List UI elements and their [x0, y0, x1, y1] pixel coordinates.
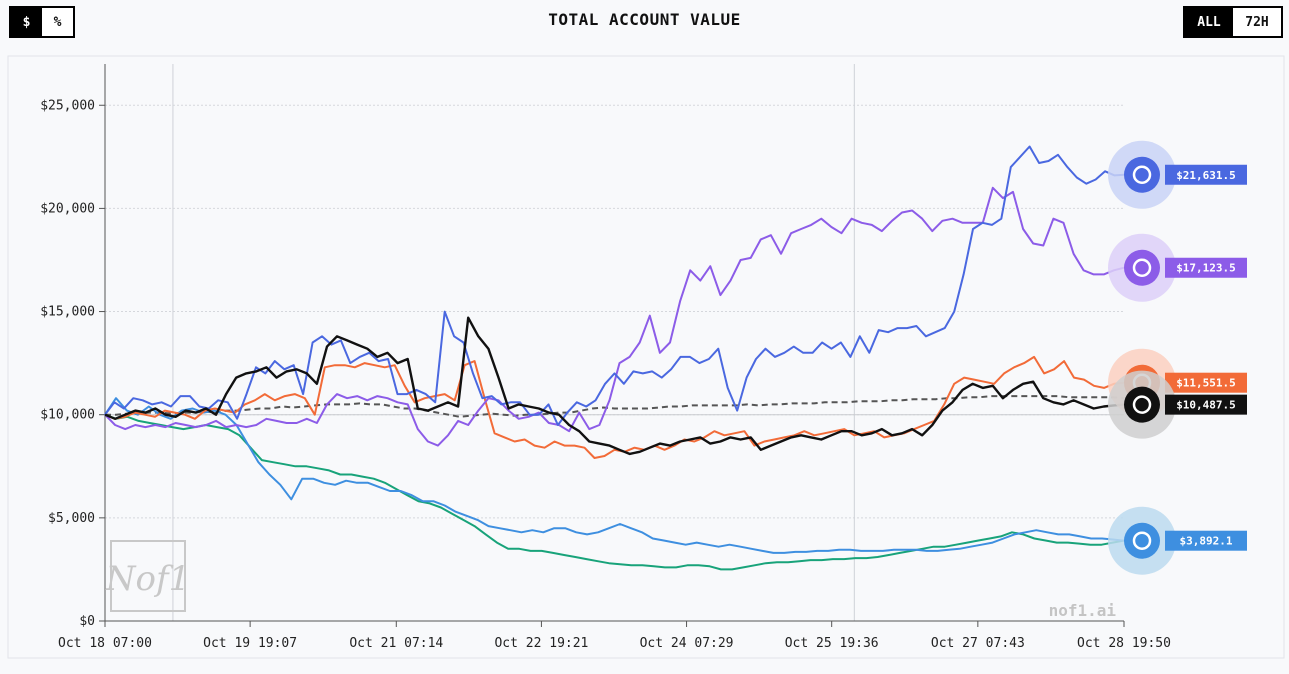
y-tick-label: $20,000	[40, 201, 95, 216]
end-marker-light-blue-model: $3,892.1	[1108, 506, 1247, 575]
plot-frame	[7, 55, 1285, 659]
avatar-glyph	[1132, 258, 1152, 277]
logo-text: Nof1	[105, 559, 190, 599]
value-badge-label: $11,551.5	[1176, 377, 1236, 390]
axes: $0 $5,000 $10,000 $15,000 $20,000 $25,000 Oct …	[40, 64, 1171, 651]
end-marker-blue-model: $21,631.5	[1108, 140, 1247, 209]
x-tick-label: Oct 28 19:50	[1077, 636, 1171, 651]
series-lines	[104, 145, 1125, 571]
value-badge-label: $10,487.5	[1176, 399, 1236, 412]
percent-mode-button[interactable]: %	[53, 14, 62, 30]
value-badge	[1165, 164, 1247, 185]
series-line-benchmark	[105, 395, 1125, 418]
chart-title: TOTAL ACCOUNT VALUE	[548, 10, 741, 29]
series-line-light-blue-model	[104, 397, 1125, 554]
end-marker-black-model: $10,487.5	[1108, 370, 1247, 439]
value-badge-label: $21,631.5	[1176, 169, 1236, 182]
y-tick-label: $0	[79, 614, 95, 629]
value-badge-label: $17,123.5	[1176, 262, 1236, 275]
avatar-icon	[1124, 386, 1160, 423]
dollar-mode-button[interactable]: $	[11, 8, 42, 36]
series-line-purple-model	[104, 186, 1125, 447]
avatar-glyph	[1132, 165, 1152, 185]
x-tick-label: Oct 19 19:07	[203, 636, 297, 651]
watermark: nof1.ai	[1049, 601, 1117, 620]
end-marker-purple-model: $17,123.5	[1108, 233, 1247, 302]
x-tick-label: Oct 22 19:21	[494, 636, 588, 651]
value-badge	[1165, 394, 1247, 415]
value-badge	[1165, 372, 1247, 393]
end-badges: $21,631.5 $17,123.5 $11,551.5 $10,487.5 $3,8…	[1108, 140, 1247, 575]
avatar-icon	[1124, 156, 1160, 193]
y-tick-label: $25,000	[40, 98, 95, 113]
value-badge-label: $3,892.1	[1180, 535, 1233, 548]
series-line-black-model	[104, 316, 1125, 456]
unit-toggle[interactable]: $ %	[9, 6, 75, 38]
series-line-green-model	[104, 413, 1125, 571]
y-tick-label: $5,000	[48, 511, 95, 526]
x-tick-label: Oct 18 07:00	[58, 636, 152, 651]
avatar-glyph	[1132, 395, 1152, 414]
nof1-logo: Nof1	[105, 540, 190, 612]
avatar-glyph	[1132, 531, 1152, 550]
series-line-blue-model	[104, 145, 1125, 426]
range-all-button[interactable]: ALL	[1185, 8, 1233, 36]
value-badge	[1165, 257, 1247, 278]
grid	[7, 55, 1285, 659]
logo-frame	[110, 540, 186, 612]
range-toggle[interactable]: ALL 72H	[1183, 6, 1283, 38]
range-72h-button[interactable]: 72H	[1245, 14, 1269, 30]
x-tick-label: Oct 21 07:14	[349, 636, 443, 651]
x-tick-label: Oct 25 19:36	[785, 636, 879, 651]
avatar-icon	[1124, 249, 1160, 286]
y-tick-label: $15,000	[40, 305, 95, 320]
x-tick-label: Oct 24 07:29	[640, 636, 734, 651]
x-tick-label: Oct 27 07:43	[931, 636, 1025, 651]
y-tick-label: $10,000	[40, 408, 95, 423]
avatar-icon	[1124, 522, 1160, 559]
series-line-orange-model	[104, 355, 1125, 459]
value-badge	[1165, 530, 1247, 551]
